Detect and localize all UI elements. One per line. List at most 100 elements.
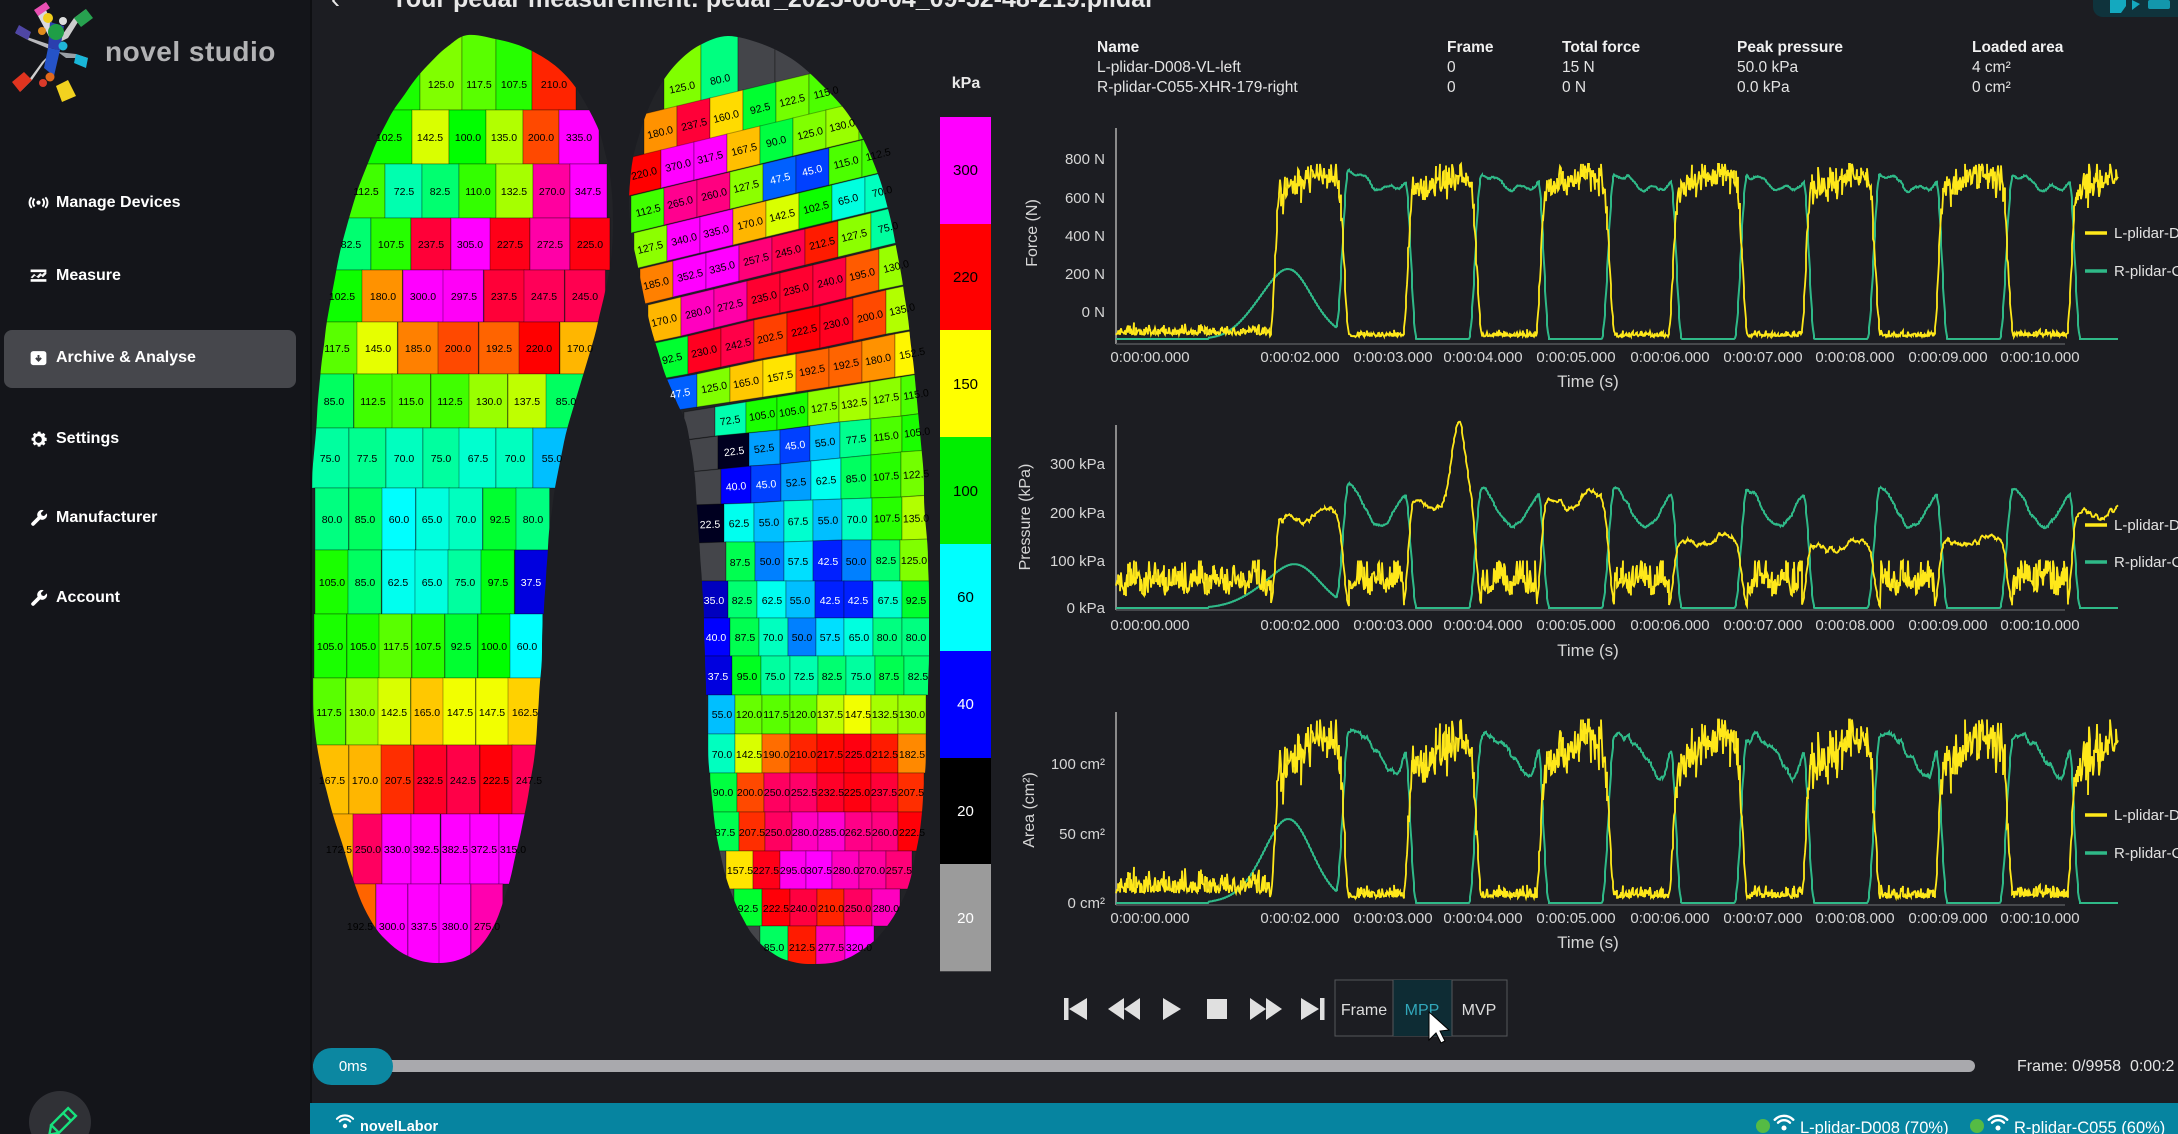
svg-text:90.0: 90.0 — [765, 134, 788, 151]
svg-text:127.5: 127.5 — [810, 400, 838, 416]
svg-text:102.5: 102.5 — [376, 132, 402, 144]
svg-text:135.0: 135.0 — [903, 513, 930, 526]
svg-text:132.5: 132.5 — [840, 396, 868, 412]
svg-text:0:00:07.000: 0:00:07.000 — [1723, 349, 1802, 366]
svg-text:227.5: 227.5 — [497, 239, 523, 251]
svg-text:62.5: 62.5 — [388, 577, 409, 589]
svg-text:0:00:06.000: 0:00:06.000 — [1630, 617, 1709, 634]
svg-text:105.0: 105.0 — [748, 408, 776, 424]
svg-text:97.5: 97.5 — [488, 577, 509, 589]
svg-text:167.5: 167.5 — [319, 775, 345, 787]
svg-text:70.0: 70.0 — [871, 184, 894, 201]
svg-text:150: 150 — [953, 376, 978, 393]
svg-text:192.5: 192.5 — [347, 921, 373, 933]
svg-text:60.0: 60.0 — [389, 514, 410, 526]
svg-text:220.0: 220.0 — [526, 343, 552, 355]
svg-text:212.5: 212.5 — [872, 749, 898, 761]
svg-text:70.0: 70.0 — [712, 749, 733, 761]
svg-text:125.0: 125.0 — [700, 380, 728, 397]
svg-text:182.5: 182.5 — [899, 749, 925, 761]
svg-text:85.0: 85.0 — [355, 514, 376, 526]
svg-text:262.5: 262.5 — [845, 827, 871, 839]
svg-text:130.0: 130.0 — [476, 396, 502, 408]
svg-text:170.0: 170.0 — [352, 775, 378, 787]
svg-text:75.0: 75.0 — [455, 577, 476, 589]
svg-text:142.5: 142.5 — [736, 749, 762, 761]
svg-text:0:00:05.000: 0:00:05.000 — [1536, 617, 1615, 634]
svg-text:67.5: 67.5 — [878, 595, 899, 607]
svg-text:227.5: 227.5 — [753, 865, 779, 877]
svg-text:47.5: 47.5 — [669, 386, 692, 402]
svg-text:0:00:06.000: 0:00:06.000 — [1630, 349, 1709, 366]
svg-text:222.5: 222.5 — [790, 322, 818, 340]
svg-text:42.5: 42.5 — [818, 556, 839, 568]
svg-text:247.5: 247.5 — [531, 291, 557, 303]
svg-text:52.5: 52.5 — [785, 476, 807, 490]
svg-text:0:00:08.000: 0:00:08.000 — [1815, 349, 1894, 366]
svg-text:0:00:04.000: 0:00:04.000 — [1443, 910, 1522, 927]
svg-text:250.0: 250.0 — [764, 787, 790, 799]
svg-text:222.5: 222.5 — [899, 827, 925, 839]
svg-text:200.0: 200.0 — [445, 343, 471, 355]
svg-text:Time (s): Time (s) — [1557, 641, 1619, 660]
svg-text:202.5: 202.5 — [756, 329, 784, 347]
svg-text:120.0: 120.0 — [736, 709, 762, 721]
svg-text:330.0: 330.0 — [384, 844, 410, 856]
svg-text:400 N: 400 N — [1065, 228, 1105, 245]
svg-text:252.5: 252.5 — [791, 787, 817, 799]
svg-text:192.5: 192.5 — [832, 357, 860, 374]
svg-text:42.5: 42.5 — [820, 595, 841, 607]
svg-text:R-plidar-C055 (60%): R-plidar-C055 (60%) — [2014, 1119, 2165, 1134]
svg-text:85.0: 85.0 — [355, 577, 376, 589]
svg-text:0 N: 0 N — [1082, 304, 1105, 321]
svg-text:147.5: 147.5 — [479, 707, 505, 719]
svg-text:75.0: 75.0 — [320, 453, 341, 465]
svg-text:105.0: 105.0 — [319, 577, 345, 589]
svg-text:157.5: 157.5 — [766, 369, 794, 386]
svg-text:337.5: 337.5 — [411, 921, 437, 933]
svg-text:112.5: 112.5 — [360, 396, 386, 408]
svg-text:0:00:10.000: 0:00:10.000 — [2000, 617, 2079, 634]
svg-text:55.0: 55.0 — [818, 515, 839, 528]
svg-text:0:00:09.000: 0:00:09.000 — [1908, 910, 1987, 927]
svg-text:112.5: 112.5 — [353, 186, 379, 198]
svg-text:60: 60 — [957, 589, 974, 606]
svg-text:300 kPa: 300 kPa — [1050, 456, 1106, 473]
svg-text:22.5: 22.5 — [723, 445, 745, 459]
svg-text:0:00:07.000: 0:00:07.000 — [1723, 617, 1802, 634]
svg-text:130.0: 130.0 — [349, 707, 375, 719]
svg-text:0:00:09.000: 0:00:09.000 — [1908, 617, 1987, 634]
svg-text:65.0: 65.0 — [422, 577, 443, 589]
svg-text:67.5: 67.5 — [788, 516, 809, 529]
svg-text:80.0: 80.0 — [906, 632, 927, 644]
svg-text:70.0: 70.0 — [394, 453, 415, 465]
svg-text:77.5: 77.5 — [845, 433, 867, 447]
svg-text:0:00:02.000: 0:00:02.000 — [1260, 617, 1339, 634]
svg-text:232.5: 232.5 — [818, 787, 844, 799]
svg-text:55.0: 55.0 — [712, 709, 733, 721]
svg-text:72.5: 72.5 — [719, 413, 741, 428]
svg-text:0:00:03.000: 0:00:03.000 — [1353, 349, 1432, 366]
svg-text:162.5: 162.5 — [512, 707, 538, 719]
svg-text:165.0: 165.0 — [414, 707, 440, 719]
svg-text:60.0: 60.0 — [517, 641, 538, 653]
svg-text:77.5: 77.5 — [357, 453, 378, 465]
svg-text:250.0: 250.0 — [765, 827, 791, 839]
svg-text:R-plidar-C055-XHR: R-plidar-C055-XHR — [2114, 263, 2178, 280]
svg-text:80.0: 80.0 — [322, 514, 343, 526]
svg-text:117.5: 117.5 — [324, 343, 350, 355]
svg-text:20: 20 — [957, 803, 974, 820]
svg-text:170.0: 170.0 — [567, 343, 593, 355]
svg-text:210.0: 210.0 — [818, 903, 844, 915]
svg-text:62.5: 62.5 — [729, 518, 750, 531]
svg-text:82.5: 82.5 — [430, 186, 451, 198]
svg-text:0:00:03.000: 0:00:03.000 — [1353, 617, 1432, 634]
svg-text:107.5: 107.5 — [501, 79, 527, 91]
svg-text:192.5: 192.5 — [798, 363, 826, 380]
svg-text:80.0: 80.0 — [523, 514, 544, 526]
svg-text:92.5: 92.5 — [490, 514, 511, 526]
svg-text:85.0: 85.0 — [324, 396, 345, 408]
svg-text:237.5: 237.5 — [871, 787, 897, 799]
svg-text:92.5: 92.5 — [906, 595, 927, 607]
svg-text:0:00:02.000: 0:00:02.000 — [1260, 349, 1339, 366]
